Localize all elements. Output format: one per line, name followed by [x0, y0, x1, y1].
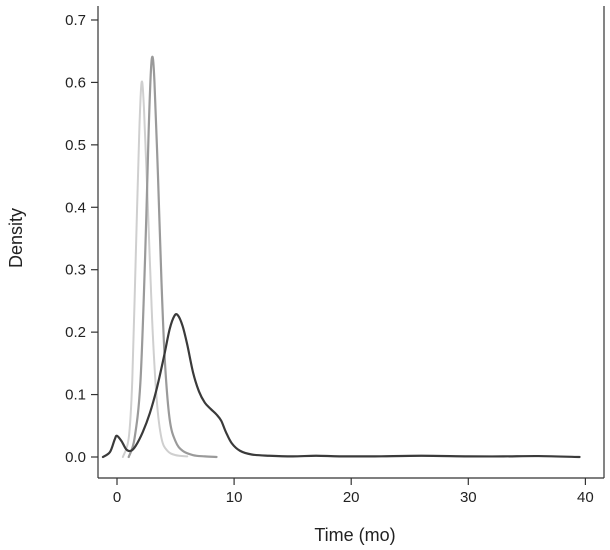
x-tick-label: 20 — [343, 489, 360, 506]
x-axis-title: Time (mo) — [314, 525, 395, 545]
y-tick-label: 0.6 — [65, 74, 86, 91]
y-tick-label: 0.1 — [65, 387, 86, 404]
plot-area: 0.0 0.1 0.2 0.3 0.4 0.5 0.6 0.7 0 10 20 30 40 — [65, 6, 605, 506]
y-tick-label: 0.0 — [65, 449, 86, 466]
y-axis-title: Density — [6, 208, 26, 268]
x-tick-label: 0 — [113, 489, 121, 506]
y-tick-label: 0.7 — [65, 12, 86, 29]
y-tick-label: 0.3 — [65, 262, 86, 279]
y-tick-label: 0.2 — [65, 324, 86, 341]
x-tick-label: 30 — [460, 489, 477, 506]
y-tick-label: 0.4 — [65, 199, 86, 216]
x-tick-label: 10 — [226, 489, 243, 506]
x-tick-label: 40 — [577, 489, 594, 506]
y-tick-label: 0.5 — [65, 137, 86, 154]
series-line-3 — [101, 313, 581, 459]
series-line-2 — [127, 55, 218, 459]
series-line-1 — [121, 80, 189, 458]
